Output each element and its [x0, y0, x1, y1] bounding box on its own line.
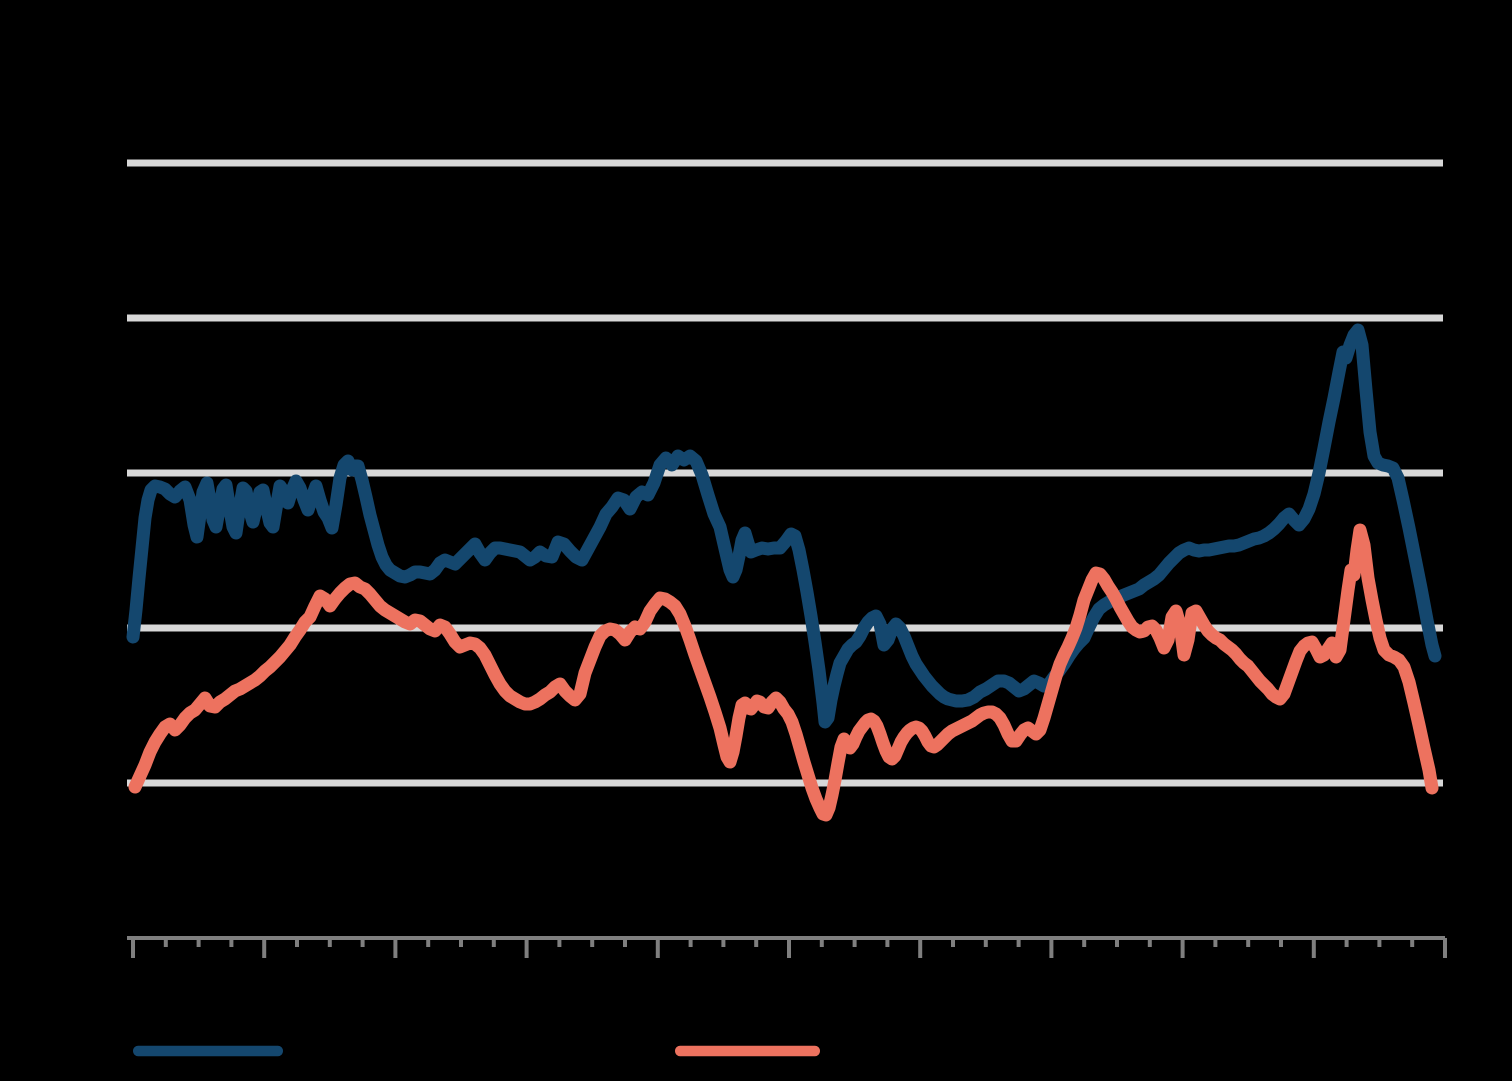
navy-series-line [126, 323, 1442, 729]
legend-swatch-navy-series [133, 1045, 283, 1057]
legend-swatch-coral-series [675, 1045, 820, 1057]
coral-series-line [128, 523, 1439, 822]
